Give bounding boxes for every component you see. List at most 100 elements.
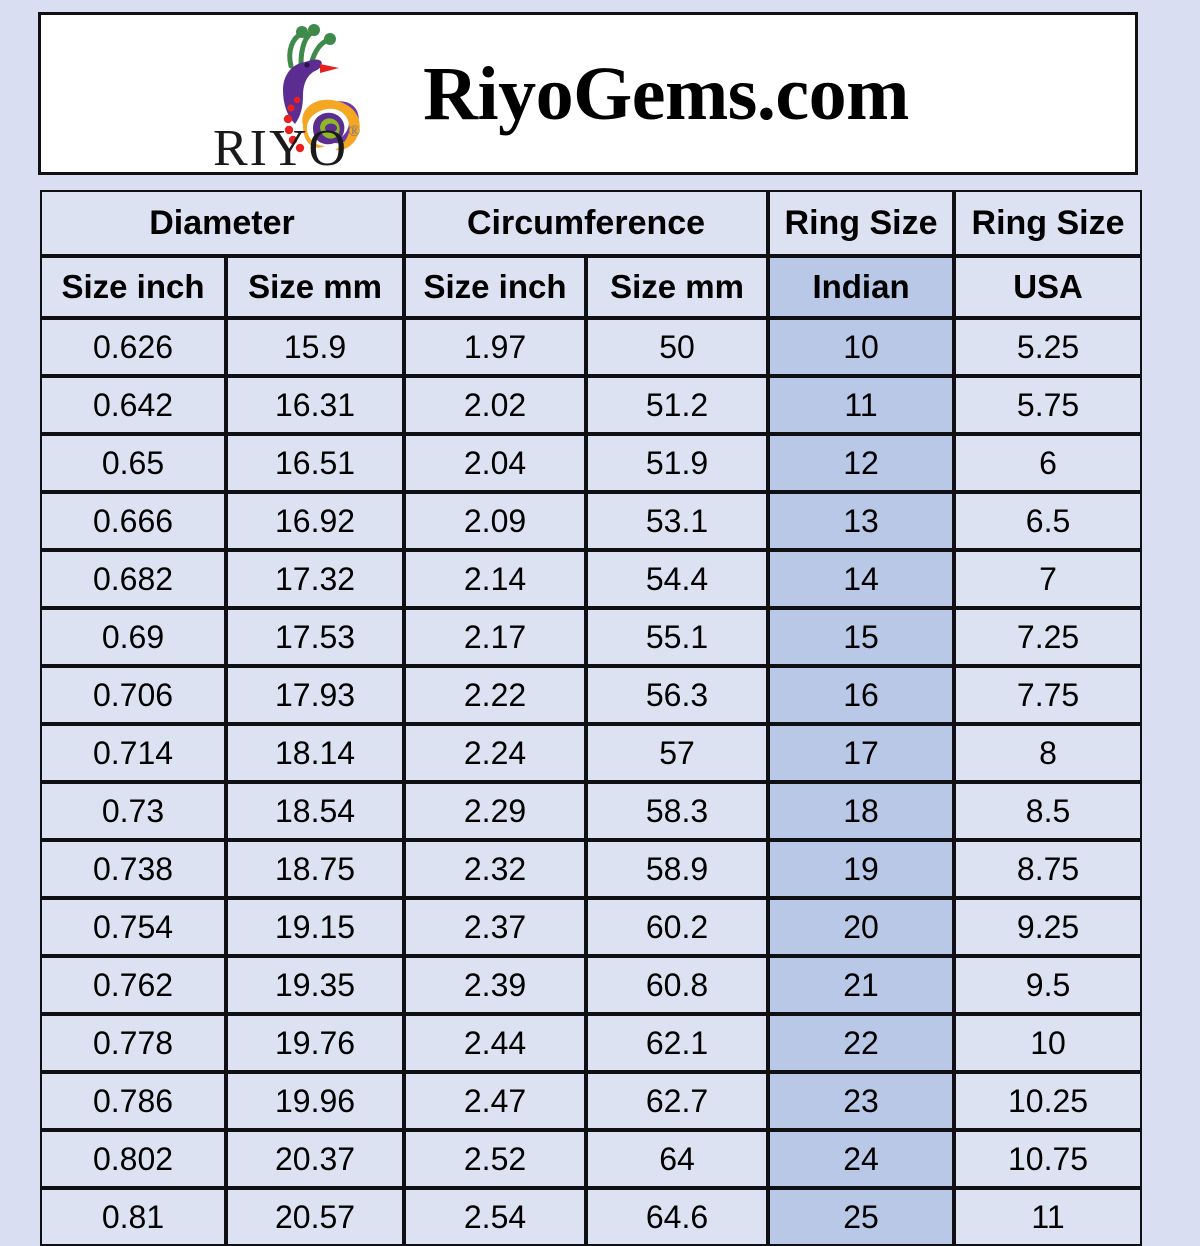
table-cell: 16.31 (226, 376, 405, 434)
registered-mark-icon: ® (348, 123, 361, 140)
table-cell: 54.4 (586, 550, 769, 608)
table-cell: 19.96 (226, 1072, 405, 1130)
table-cell: 8 (954, 724, 1143, 782)
table-cell: 18 (768, 782, 955, 840)
table-cell: 18.14 (226, 724, 405, 782)
table-cell: 51.9 (586, 434, 769, 492)
table-cell: 58.9 (586, 840, 769, 898)
table-cell: 2.44 (404, 1014, 587, 1072)
table-cell: 22 (768, 1014, 955, 1072)
table-row: 0.762 19.35 2.39 60.8 21 9.5 (40, 956, 1143, 1014)
table-cell: 2.29 (404, 782, 587, 840)
table-body: 0.626 15.9 1.97 50 10 5.25 0.642 16.31 2.02 51.2 1… (40, 318, 1143, 1246)
table-row: 0.69 17.53 2.17 55.1 15 7.25 (40, 608, 1143, 666)
table-row: 0.786 19.96 2.47 62.7 23 10.25 (40, 1072, 1143, 1130)
table-cell: 2.47 (404, 1072, 587, 1130)
table-cell: 2.04 (404, 434, 587, 492)
table-cell: 58.3 (586, 782, 769, 840)
table-cell: 1.97 (404, 318, 587, 376)
table-cell: 18.54 (226, 782, 405, 840)
brand-header: RiyoGems.com RIYO ® (38, 12, 1138, 178)
table-cell: 0.738 (40, 840, 226, 898)
table-row: 0.682 17.32 2.14 54.4 14 7 (40, 550, 1143, 608)
table-cell: 0.802 (40, 1130, 226, 1188)
table-cell: 0.73 (40, 782, 226, 840)
table-cell: 0.666 (40, 492, 226, 550)
table-cell: 13 (768, 492, 955, 550)
brand-title: RiyoGems.com (423, 51, 909, 136)
ring-size-chart-page: RiyoGems.com RIYO ® Diameter Circumferen… (38, 12, 1143, 1246)
table-row: 0.706 17.93 2.22 56.3 16 7.75 (40, 666, 1143, 724)
table-row: 0.666 16.92 2.09 53.1 13 6.5 (40, 492, 1143, 550)
table-cell: 2.39 (404, 956, 587, 1014)
sub-header-indian: Indian (768, 256, 955, 318)
table-head: Diameter Circumference Ring Size Ring Si… (40, 190, 1143, 318)
table-cell: 55.1 (586, 608, 769, 666)
table-cell: 2.37 (404, 898, 587, 956)
table-cell: 24 (768, 1130, 955, 1188)
table-cell: 64 (586, 1130, 769, 1188)
group-header-ring-size-indian: Ring Size (768, 190, 955, 256)
table-cell: 19.35 (226, 956, 405, 1014)
table-cell: 9.25 (954, 898, 1143, 956)
table-cell: 20.57 (226, 1188, 405, 1246)
table-cell: 0.65 (40, 434, 226, 492)
table-cell: 0.754 (40, 898, 226, 956)
table-row: 0.778 19.76 2.44 62.1 22 10 (40, 1014, 1143, 1072)
table-cell: 2.52 (404, 1130, 587, 1188)
table-cell: 0.69 (40, 608, 226, 666)
table-cell: 8.75 (954, 840, 1143, 898)
table-cell: 2.54 (404, 1188, 587, 1246)
table-cell: 17.53 (226, 608, 405, 666)
group-header-ring-size-usa: Ring Size (954, 190, 1143, 256)
table-cell: 19.15 (226, 898, 405, 956)
table-cell: 0.786 (40, 1072, 226, 1130)
table-row: 0.73 18.54 2.29 58.3 18 8.5 (40, 782, 1143, 840)
table-cell: 0.81 (40, 1188, 226, 1246)
table-cell: 10 (768, 318, 955, 376)
table-cell: 10.75 (954, 1130, 1143, 1188)
table-cell: 21 (768, 956, 955, 1014)
brand-row: RiyoGems.com (247, 20, 909, 168)
table-cell: 0.762 (40, 956, 226, 1014)
table-row: 0.754 19.15 2.37 60.2 20 9.25 (40, 898, 1143, 956)
table-cell: 8.5 (954, 782, 1143, 840)
table-cell: 16.51 (226, 434, 405, 492)
table-cell: 60.8 (586, 956, 769, 1014)
table-cell: 19.76 (226, 1014, 405, 1072)
table-cell: 51.2 (586, 376, 769, 434)
table-cell: 16.92 (226, 492, 405, 550)
table-cell: 62.1 (586, 1014, 769, 1072)
table-cell: 6 (954, 434, 1143, 492)
group-header-diameter: Diameter (40, 190, 405, 256)
table-row: 0.802 20.37 2.52 64 24 10.75 (40, 1130, 1143, 1188)
table-cell: 53.1 (586, 492, 769, 550)
peacock-paisley-logo-icon (247, 20, 387, 168)
table-cell: 5.25 (954, 318, 1143, 376)
table-cell: 19 (768, 840, 955, 898)
table-cell: 2.17 (404, 608, 587, 666)
table-cell: 18.75 (226, 840, 405, 898)
ring-size-table: Diameter Circumference Ring Size Ring Si… (40, 190, 1143, 1246)
table-cell: 10.25 (954, 1072, 1143, 1130)
table-cell: 7.25 (954, 608, 1143, 666)
table-cell: 16 (768, 666, 955, 724)
sub-header-usa: USA (954, 256, 1143, 318)
table-cell: 9.5 (954, 956, 1143, 1014)
riyo-wordmark: RIYO ® (213, 119, 360, 178)
table-cell: 14 (768, 550, 955, 608)
table-cell: 0.714 (40, 724, 226, 782)
table-cell: 7 (954, 550, 1143, 608)
table-cell: 0.642 (40, 376, 226, 434)
table-cell: 0.626 (40, 318, 226, 376)
sub-header-circumference-mm: Size mm (586, 256, 769, 318)
table-row: 0.642 16.31 2.02 51.2 11 5.75 (40, 376, 1143, 434)
table-cell: 11 (768, 376, 955, 434)
table-row: 0.81 20.57 2.54 64.6 25 11 (40, 1188, 1143, 1246)
table-cell: 64.6 (586, 1188, 769, 1246)
table-cell: 23 (768, 1072, 955, 1130)
table-cell: 62.7 (586, 1072, 769, 1130)
table-cell: 57 (586, 724, 769, 782)
table-row: 0.738 18.75 2.32 58.9 19 8.75 (40, 840, 1143, 898)
table-cell: 0.682 (40, 550, 226, 608)
